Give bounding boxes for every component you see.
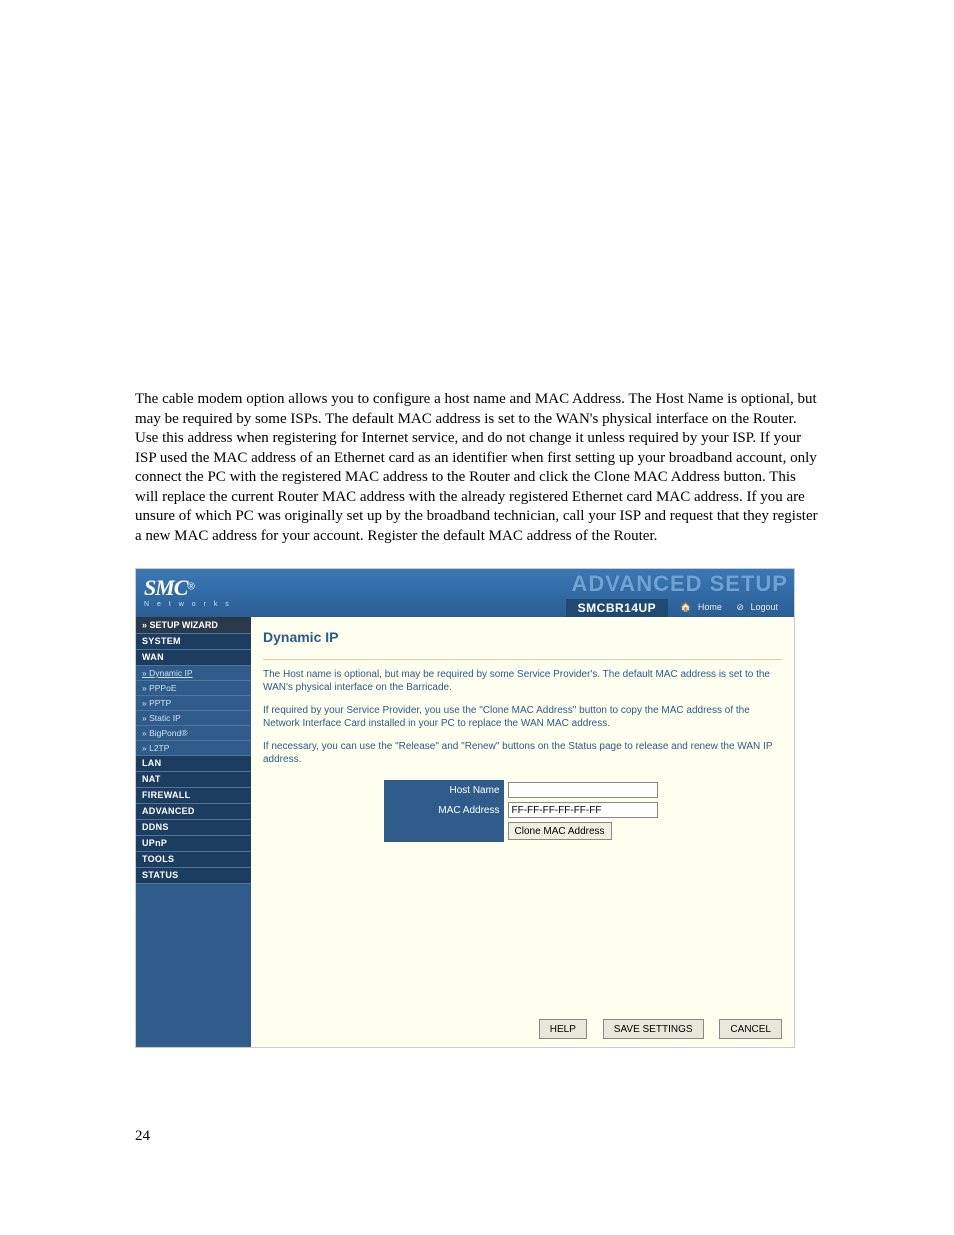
- host-name-input[interactable]: [508, 782, 658, 798]
- logo-text: SMC: [144, 575, 187, 600]
- sidebar-item-wan[interactable]: WAN: [136, 650, 251, 666]
- desc-p3: If necessary, you can use the "Release" …: [263, 740, 782, 766]
- page-number: 24: [135, 1128, 819, 1145]
- sidebar-item-tools[interactable]: TOOLS: [136, 852, 251, 868]
- intro-paragraph: The cable modem option allows you to con…: [135, 390, 819, 546]
- banner: SMC® N e t w o r k s ADVANCED SETUP SMCB…: [136, 569, 794, 617]
- desc-p2: If required by your Service Provider, yo…: [263, 704, 782, 730]
- sidebar-item-upnp[interactable]: UPnP: [136, 836, 251, 852]
- config-form: Host Name MAC Address Clone MAC Address: [384, 780, 662, 842]
- help-button[interactable]: HELP: [539, 1019, 587, 1039]
- sidebar-subitem[interactable]: » PPPoE: [136, 681, 251, 696]
- sidebar: » SETUP WIZARD SYSTEMWAN» Dynamic IP» PP…: [136, 617, 251, 1047]
- sidebar-subitem[interactable]: » PPTP: [136, 696, 251, 711]
- mac-address-label: MAC Address: [384, 800, 504, 820]
- sidebar-subitem[interactable]: » Dynamic IP: [136, 666, 251, 681]
- home-link[interactable]: 🏠 Home: [680, 602, 726, 612]
- sidebar-subitem[interactable]: » Static IP: [136, 711, 251, 726]
- sidebar-item-ddns[interactable]: DDNS: [136, 820, 251, 836]
- page-title: Dynamic IP: [263, 629, 782, 645]
- banner-title: ADVANCED SETUP: [571, 571, 788, 597]
- sidebar-item-nat[interactable]: NAT: [136, 772, 251, 788]
- sidebar-item-status[interactable]: STATUS: [136, 868, 251, 884]
- sidebar-subitem[interactable]: » BigPond®: [136, 726, 251, 741]
- setup-wizard-link[interactable]: » SETUP WIZARD: [136, 617, 251, 634]
- content-panel: Dynamic IP The Host name is optional, bu…: [251, 617, 794, 1047]
- sidebar-item-system[interactable]: SYSTEM: [136, 634, 251, 650]
- cancel-button[interactable]: CANCEL: [719, 1019, 782, 1039]
- router-admin-ui: SMC® N e t w o r k s ADVANCED SETUP SMCB…: [135, 568, 795, 1048]
- logo: SMC® N e t w o r k s: [144, 575, 232, 608]
- mac-address-input[interactable]: [508, 802, 658, 818]
- sidebar-item-lan[interactable]: LAN: [136, 756, 251, 772]
- model-badge: SMCBR14UP: [566, 599, 669, 618]
- sidebar-item-firewall[interactable]: FIREWALL: [136, 788, 251, 804]
- save-settings-button[interactable]: SAVE SETTINGS: [603, 1019, 704, 1039]
- sidebar-subitem[interactable]: » L2TP: [136, 741, 251, 756]
- desc-p1: The Host name is optional, but may be re…: [263, 668, 782, 694]
- host-name-label: Host Name: [384, 780, 504, 800]
- sidebar-item-advanced[interactable]: ADVANCED: [136, 804, 251, 820]
- logo-subtext: N e t w o r k s: [144, 601, 232, 608]
- clone-mac-button[interactable]: Clone MAC Address: [508, 822, 612, 840]
- footer-buttons: HELP SAVE SETTINGS CANCEL: [263, 999, 782, 1040]
- logo-reg: ®: [187, 581, 194, 592]
- logout-link[interactable]: ⊘ Logout: [736, 602, 782, 612]
